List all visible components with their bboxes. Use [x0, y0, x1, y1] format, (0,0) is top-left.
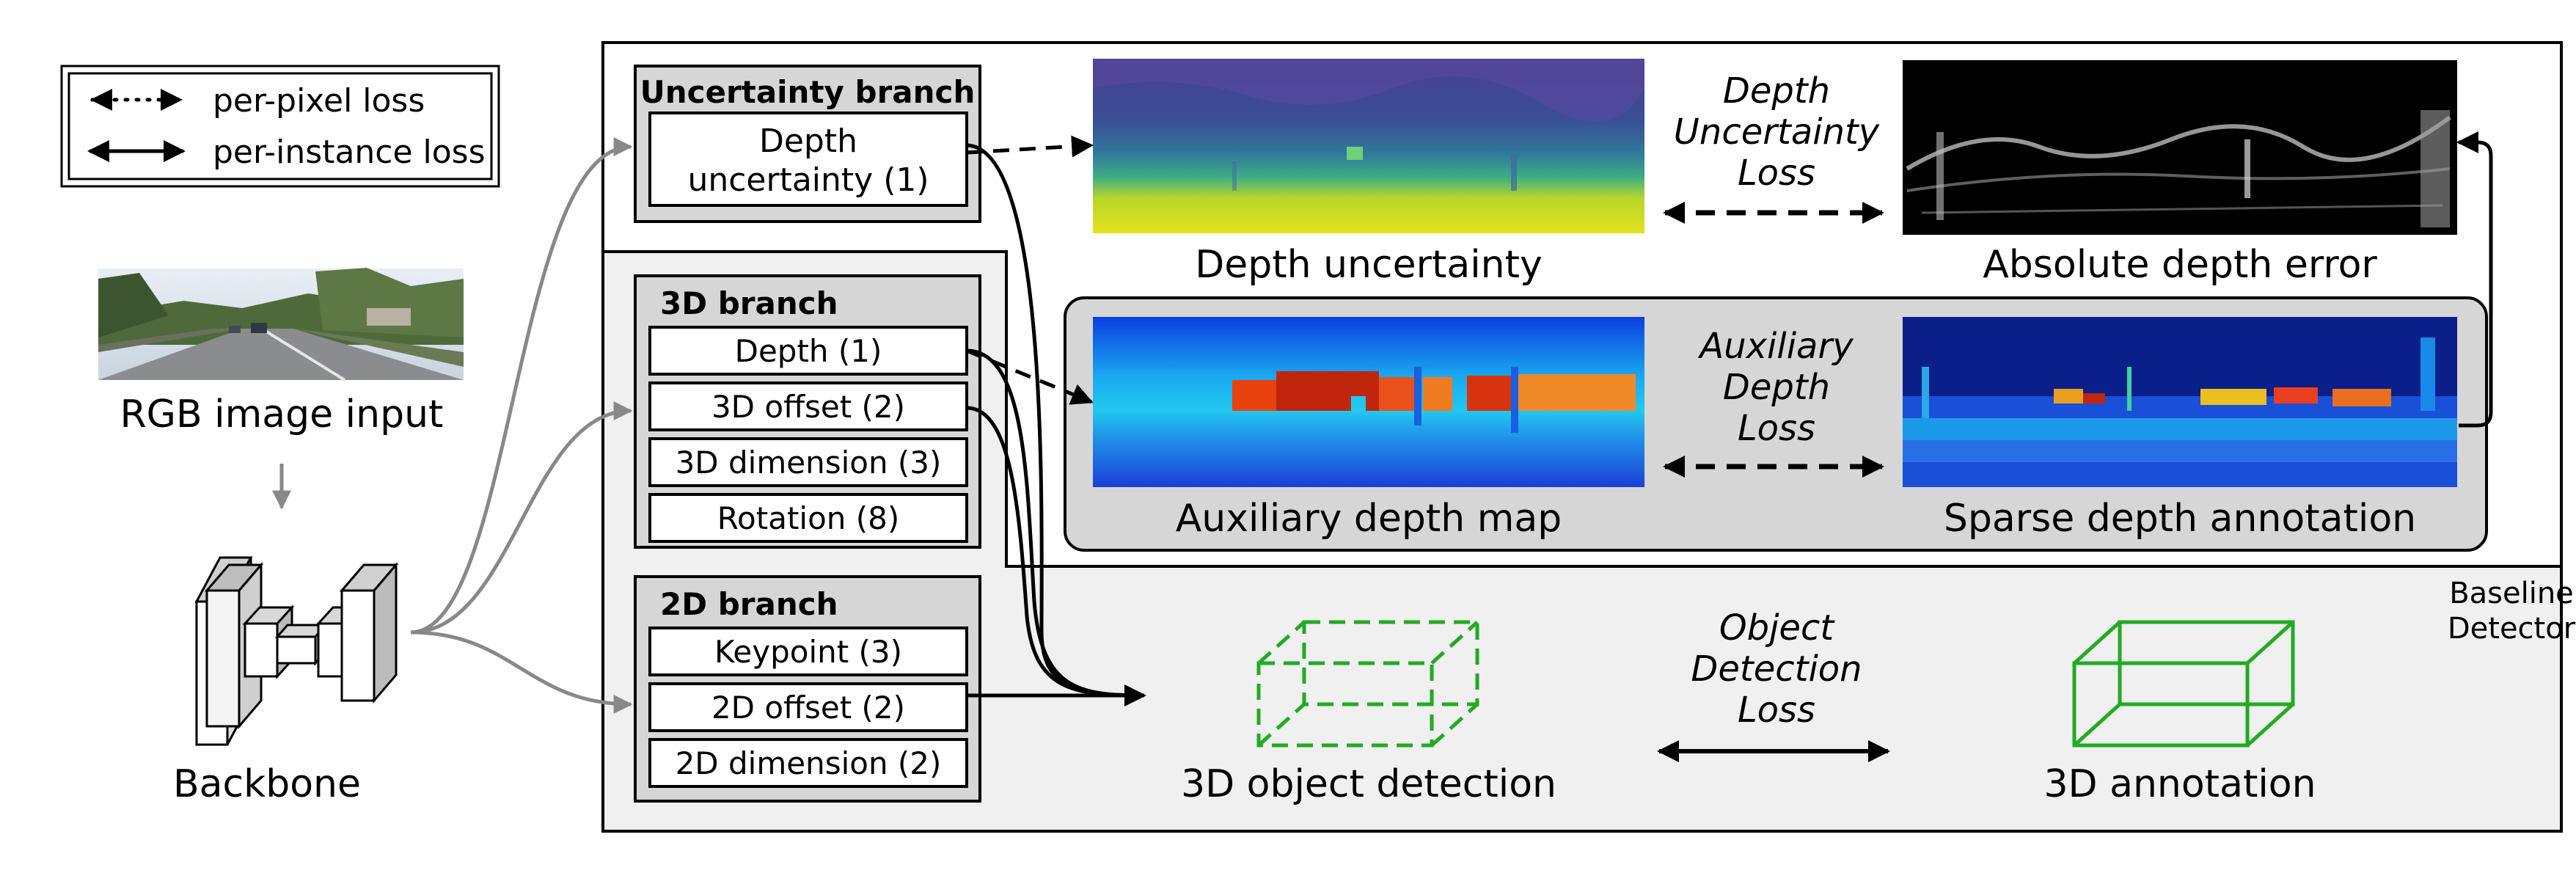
branch-3d-item-box: [648, 493, 968, 543]
branch-2d-item: Keypoint (3): [714, 634, 902, 670]
auxiliary-depth-map: [1093, 317, 1644, 487]
outer-frame: [601, 41, 2563, 833]
sparse-to-error-arrow: [2456, 131, 2493, 428]
baseline-detector-label-line: Baseline: [2449, 577, 2574, 610]
branch-3d-item: Rotation (8): [717, 500, 900, 536]
branch-output-arrows: [966, 135, 1146, 706]
branch-2d-item: 2D offset (2): [711, 690, 905, 726]
branch-3d-item: 3D offset (2): [711, 389, 905, 425]
annotation-3d-box: [2072, 620, 2295, 748]
rgb-image-input-label: RGB image input: [120, 392, 444, 436]
branch-2d-item-box: [648, 738, 968, 788]
depth-extension-border: [603, 250, 2561, 568]
auxiliary-depth-map-label: Auxiliary depth map: [1176, 497, 1562, 541]
uncertainty-branch-title: Uncertainty branch: [640, 74, 976, 110]
absolute-depth-error-map: [1903, 60, 2457, 235]
auxiliary-depth-loss-line: Loss: [1738, 408, 1815, 449]
depth-uncertainty-loss-line: Depth: [1723, 70, 1830, 112]
depth-uncertainty-loss-line: Loss: [1738, 153, 1815, 194]
predicted-3d-box: [1256, 620, 1479, 748]
branch-2d-item-box: [648, 682, 968, 732]
branch-3d-title: 3D branch: [660, 285, 838, 321]
object-detection-loss-line: Loss: [1738, 690, 1815, 731]
backbone-icon: [194, 556, 399, 746]
auxiliary-depth-loss: Auxiliary Depth Loss: [1697, 326, 1854, 449]
branch-2d-item-box: [648, 627, 968, 676]
depth-uncertainty-map: [1093, 59, 1644, 233]
depth-uncertainty-loss: Depth Uncertainty Loss: [1674, 70, 1880, 194]
object-detection-loss-line: Object: [1719, 607, 1836, 649]
branch-2d-title: 2D branch: [660, 586, 838, 622]
branch-3d-item-box: [648, 437, 968, 487]
uncertainty-item-line2: uncertainty (1): [687, 161, 929, 199]
legend-per-pixel-label: per-pixel loss: [213, 82, 425, 120]
3d-object-detection-label: 3D object detection: [1181, 762, 1556, 806]
legend: per-pixel loss per-instance loss: [60, 65, 500, 188]
branch-2d-item: 2D dimension (2): [676, 745, 942, 781]
3d-annotation-label: 3D annotation: [2043, 762, 2316, 806]
sparse-depth-annotation-map: [1903, 317, 2457, 487]
legend-per-instance-label: per-instance loss: [213, 134, 486, 171]
branch-2d: 2D branch Keypoint (3) 2D offset (2) 2D …: [634, 575, 981, 803]
backbone-to-branches-arrows: [410, 137, 633, 714]
auxiliary-depth-loss-line: Auxiliary: [1697, 326, 1854, 367]
backbone-label: Backbone: [173, 762, 361, 806]
branch-3d: 3D branch Depth (1) 3D offset (2) 3D dim…: [634, 274, 981, 549]
object-detection-loss-line: Detection: [1691, 649, 1862, 690]
rgb-image-thumbnail: [98, 268, 464, 381]
uncertainty-item-box: [648, 112, 968, 207]
absolute-depth-error-label: Absolute depth error: [1983, 243, 2377, 287]
depth-uncertainty-loss-line: Uncertainty: [1674, 112, 1880, 153]
depth-uncertainty-label: Depth uncertainty: [1195, 243, 1543, 287]
uncertainty-item-line1: Depth: [759, 123, 857, 160]
branch-3d-item-box: [648, 326, 968, 376]
branch-3d-item: Depth (1): [735, 333, 882, 369]
auxiliary-depth-loss-line: Depth: [1723, 367, 1830, 408]
object-detection-loss: Object Detection Loss: [1691, 607, 1862, 731]
baseline-detector-label-line: Detector: [2448, 612, 2576, 646]
uncertainty-branch: Uncertainty branch Depth uncertainty (1): [634, 65, 981, 223]
branch-3d-item: 3D dimension (3): [676, 445, 942, 481]
sparse-depth-annotation-label: Sparse depth annotation: [1944, 497, 2416, 541]
